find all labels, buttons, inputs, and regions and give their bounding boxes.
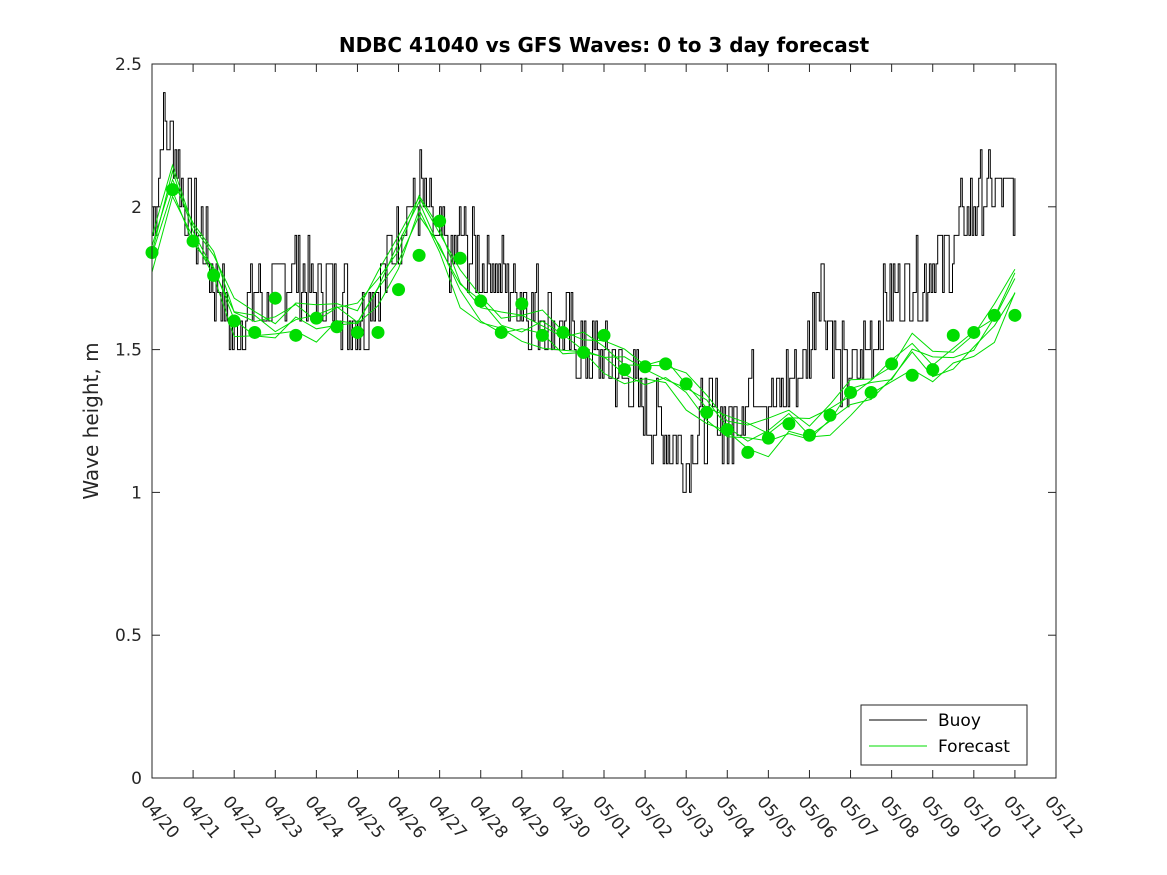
forecast-point <box>330 320 344 334</box>
y-tick-label: 2.5 <box>115 55 142 75</box>
forecast-point <box>248 325 262 339</box>
forecast-point <box>823 408 837 422</box>
legend-forecast-label: Forecast <box>938 737 1010 757</box>
forecast-point <box>946 328 960 342</box>
y-axis-label: Wave height, m <box>79 342 103 499</box>
forecast-point <box>700 405 714 419</box>
forecast-point <box>597 328 611 342</box>
legend: Buoy Forecast <box>860 704 1028 766</box>
forecast-point <box>166 183 180 197</box>
forecast-point <box>289 328 303 342</box>
forecast-point <box>227 314 241 328</box>
legend-buoy-label: Buoy <box>938 711 981 731</box>
forecast-point <box>741 445 755 459</box>
forecast-point <box>638 360 652 374</box>
forecast-point <box>987 308 1001 322</box>
forecast-point <box>268 291 282 305</box>
forecast-point <box>207 268 221 282</box>
y-tick-label: 0 <box>131 769 142 789</box>
forecast-point <box>412 248 426 262</box>
forecast-point <box>720 423 734 437</box>
forecast-point <box>679 377 693 391</box>
forecast-point <box>1008 308 1022 322</box>
forecast-point <box>761 431 775 445</box>
forecast-point <box>844 385 858 399</box>
forecast-point <box>967 325 981 339</box>
forecast-point <box>474 294 488 308</box>
chart-title: NDBC 41040 vs GFS Waves: 0 to 3 day fore… <box>339 33 870 57</box>
forecast-series-line <box>151 178 1016 435</box>
forecast-point <box>515 297 529 311</box>
y-tick-label: 1 <box>131 483 142 503</box>
forecast-point <box>782 417 796 431</box>
forecast-point <box>864 385 878 399</box>
forecast-point <box>885 357 899 371</box>
y-tick-label: 1.5 <box>115 341 142 361</box>
forecast-point <box>309 311 323 325</box>
forecast-point <box>905 368 919 382</box>
forecast-point <box>926 363 940 377</box>
forecast-point <box>453 251 467 265</box>
forecast-point <box>618 363 632 377</box>
forecast-point <box>659 357 673 371</box>
forecast-point <box>802 428 816 442</box>
y-tick-label: 2 <box>131 198 142 218</box>
forecast-point <box>433 214 447 228</box>
forecast-point <box>556 325 570 339</box>
buoy-series-line <box>152 92 1016 493</box>
forecast-point <box>186 234 200 248</box>
forecast-point <box>494 325 508 339</box>
forecast-point <box>371 325 385 339</box>
forecast-point <box>392 283 406 297</box>
legend-box <box>860 704 1028 766</box>
y-tick-label: 0.5 <box>115 626 142 646</box>
forecast-point <box>535 328 549 342</box>
forecast-point <box>576 345 590 359</box>
forecast-point <box>350 325 364 339</box>
plot-area <box>145 92 1022 493</box>
forecast-series-line <box>151 163 1016 427</box>
